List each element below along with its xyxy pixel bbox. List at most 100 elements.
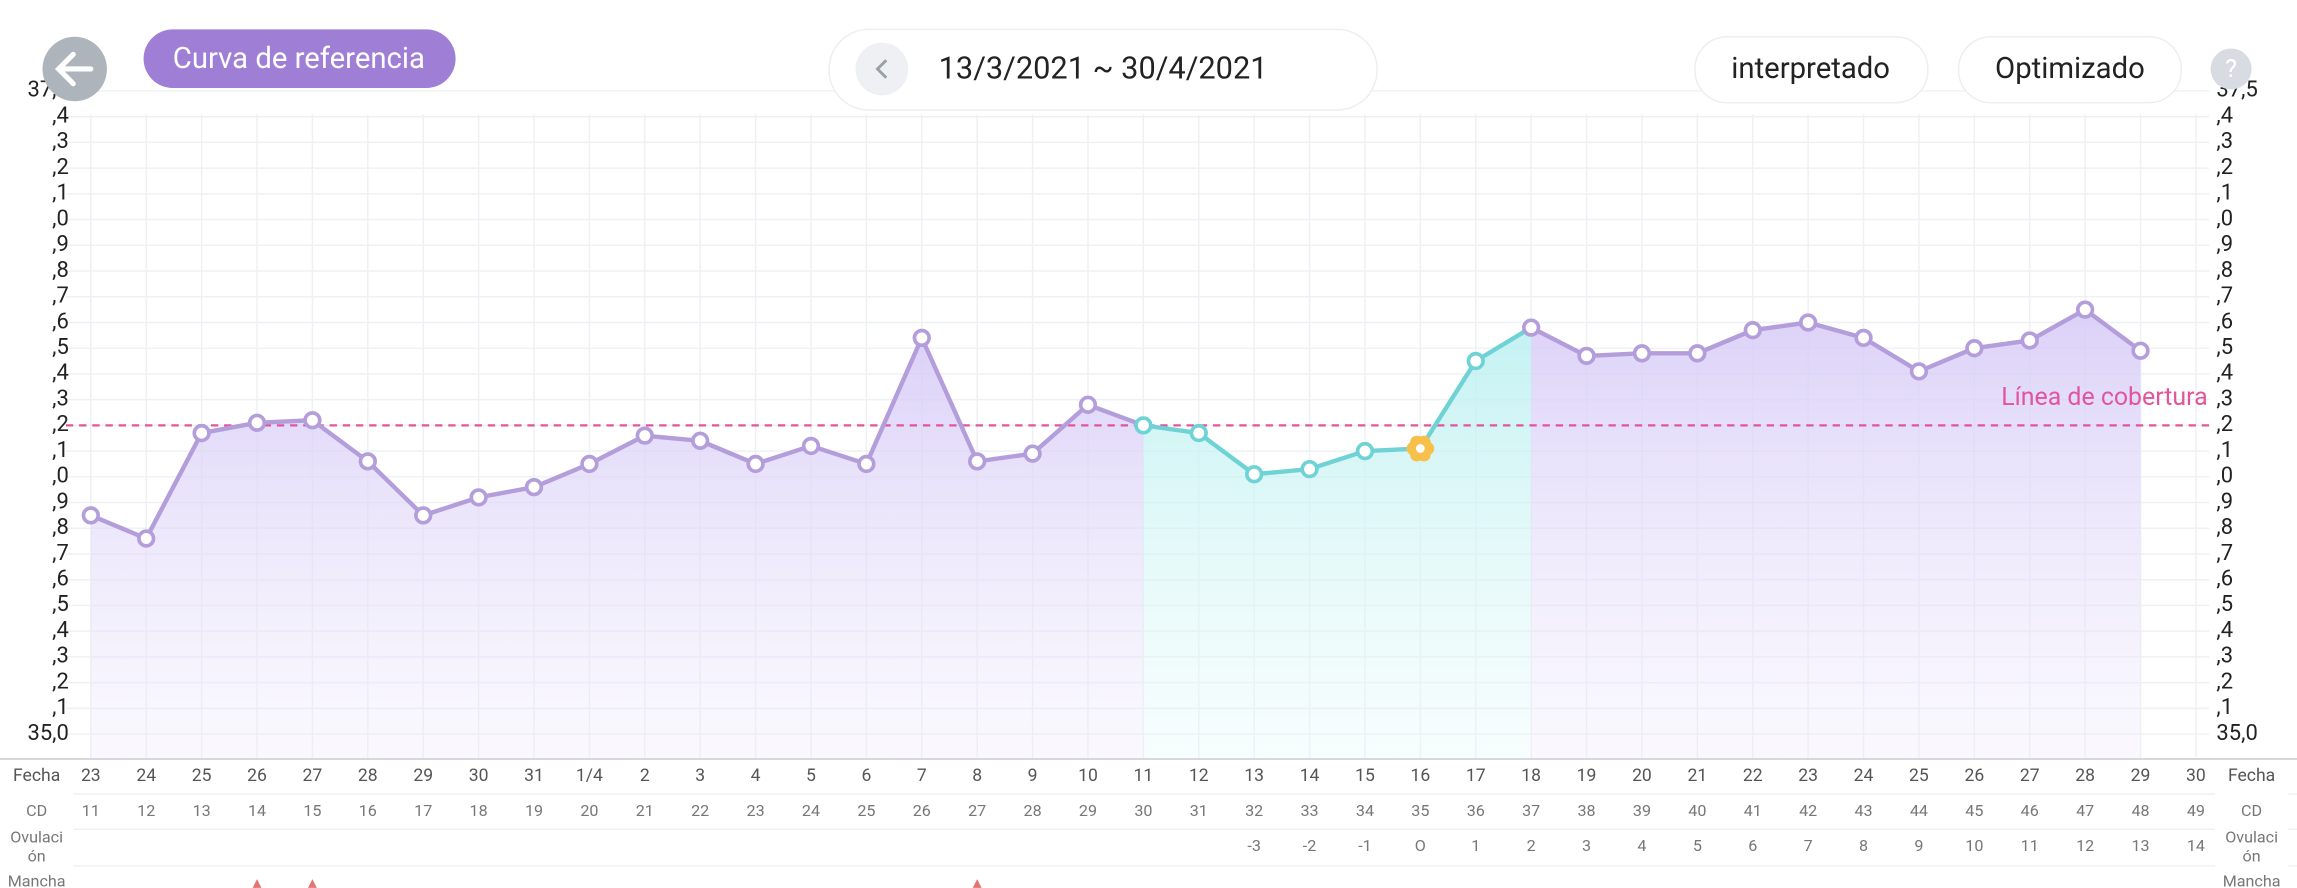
date-label: 17 bbox=[1466, 766, 1486, 786]
ovulation-day-label: 2 bbox=[1527, 836, 1536, 855]
y-tick-label-right: ,4 bbox=[2216, 618, 2233, 643]
y-tick-label-right: ,0 bbox=[2216, 206, 2233, 231]
cd-label: 29 bbox=[1079, 801, 1097, 820]
y-tick-label: ,7 bbox=[52, 541, 69, 566]
y-tick-label-right: ,1 bbox=[2216, 181, 2233, 206]
date-label: 21 bbox=[1687, 766, 1707, 786]
y-tick-label-right: ,6 bbox=[2216, 567, 2233, 592]
cd-label: 32 bbox=[1245, 801, 1263, 820]
cd-label: 22 bbox=[691, 801, 709, 820]
y-tick-label: ,6 bbox=[52, 309, 69, 334]
cd-label: 14 bbox=[248, 801, 266, 820]
point bbox=[1189, 423, 1208, 443]
ovulation-day-label: O bbox=[1415, 836, 1426, 855]
cd-label: 12 bbox=[137, 801, 155, 820]
date-label: 31 bbox=[524, 766, 544, 786]
date-label: 24 bbox=[136, 766, 156, 786]
spot-mark bbox=[252, 879, 262, 888]
y-tick-label-right: ,7 bbox=[2216, 541, 2233, 566]
cd-label: 35 bbox=[1411, 801, 1429, 820]
date-label: 3 bbox=[695, 766, 705, 786]
cd-label: 33 bbox=[1301, 801, 1319, 820]
date-label: 13 bbox=[1244, 766, 1264, 786]
reference-button[interactable] bbox=[143, 29, 456, 89]
help-button[interactable] bbox=[2210, 48, 2252, 90]
point bbox=[1355, 441, 1375, 461]
date-label: 2 bbox=[640, 766, 650, 786]
point bbox=[1798, 313, 1818, 332]
y-tick-label: ,4 bbox=[52, 618, 69, 643]
optimize-label: Optimizado bbox=[1995, 52, 2145, 86]
y-tick-label: ,8 bbox=[52, 258, 69, 283]
point bbox=[912, 328, 931, 348]
date-label: 16 bbox=[1410, 766, 1430, 786]
cd-label: 34 bbox=[1356, 801, 1374, 820]
cd-label: 24 bbox=[802, 801, 820, 820]
date-label: 23 bbox=[1798, 766, 1818, 786]
petal-center bbox=[1415, 444, 1425, 453]
date-label: 20 bbox=[1632, 766, 1652, 786]
cd-label: 45 bbox=[1965, 801, 1983, 820]
point bbox=[1078, 395, 1098, 414]
cd-label: 39 bbox=[1633, 801, 1651, 820]
date-prev[interactable] bbox=[855, 42, 909, 96]
y-tick-label-right: ,0 bbox=[2216, 464, 2233, 489]
date-label: 29 bbox=[413, 766, 433, 786]
point bbox=[469, 488, 488, 507]
point bbox=[1245, 465, 1264, 484]
date-label: 24 bbox=[1854, 766, 1874, 786]
point bbox=[1300, 459, 1319, 479]
line bbox=[1143, 325, 1533, 477]
area bbox=[1531, 309, 2141, 759]
y-tick-label: ,6 bbox=[52, 567, 69, 592]
point bbox=[691, 431, 710, 450]
ovulation-marker bbox=[1406, 435, 1435, 462]
cd-label: 18 bbox=[470, 801, 488, 820]
date-label: 6 bbox=[861, 766, 871, 786]
row-label: Mancha bbox=[8, 871, 66, 888]
spot-mark bbox=[308, 879, 317, 888]
interpret-button[interactable] bbox=[1694, 36, 1929, 104]
ovulation-day-label: 14 bbox=[2187, 836, 2205, 855]
date-label: 8 bbox=[972, 766, 982, 786]
ovulation-day-label: -3 bbox=[1247, 836, 1261, 855]
y-tick-label: ,1 bbox=[52, 181, 69, 206]
point bbox=[524, 477, 544, 497]
row-label: Mancha bbox=[2223, 871, 2281, 888]
date-label: 12 bbox=[1189, 766, 1209, 786]
y-tick-label-right: ,1 bbox=[2216, 438, 2233, 463]
y-tick-label-right: ,2 bbox=[2216, 669, 2233, 694]
y-tick-label: ,4 bbox=[52, 103, 69, 128]
date-label: 14 bbox=[1300, 766, 1320, 786]
y-tick-label-right: ,9 bbox=[2216, 489, 2233, 514]
y-tick-label-right: ,4 bbox=[2216, 361, 2233, 386]
date-label: 30 bbox=[469, 766, 489, 786]
point bbox=[1854, 328, 1873, 348]
date-label: 26 bbox=[1964, 766, 1984, 786]
date-label: 15 bbox=[1355, 766, 1375, 786]
ovulation-day-label: -2 bbox=[1303, 836, 1317, 855]
point bbox=[1023, 444, 1042, 463]
date-label: 25 bbox=[1909, 766, 1929, 786]
row-label: CD bbox=[2241, 801, 2262, 820]
cd-label: 11 bbox=[82, 801, 100, 820]
y-tick-label: ,1 bbox=[52, 695, 69, 720]
date-label: 29 bbox=[2131, 766, 2151, 786]
date-label: 23 bbox=[81, 766, 101, 786]
y-tick-label-right: ,3 bbox=[2216, 129, 2233, 154]
date-label: 10 bbox=[1078, 766, 1098, 786]
ovulation-day-label: 9 bbox=[1914, 836, 1923, 855]
y-tick-label-right: ,2 bbox=[2216, 155, 2233, 180]
cd-label: 28 bbox=[1024, 801, 1042, 820]
y-tick-label: ,2 bbox=[52, 155, 69, 180]
date-label: 27 bbox=[2020, 766, 2040, 786]
back-icon bbox=[54, 51, 94, 87]
point bbox=[247, 413, 267, 432]
date-range-pill[interactable] bbox=[828, 28, 1378, 111]
optimize-button[interactable] bbox=[1957, 36, 2183, 104]
y-tick-label-right: ,1 bbox=[2216, 695, 2233, 720]
line bbox=[89, 335, 1145, 541]
point bbox=[81, 506, 100, 525]
cd-label: 38 bbox=[1577, 801, 1595, 820]
